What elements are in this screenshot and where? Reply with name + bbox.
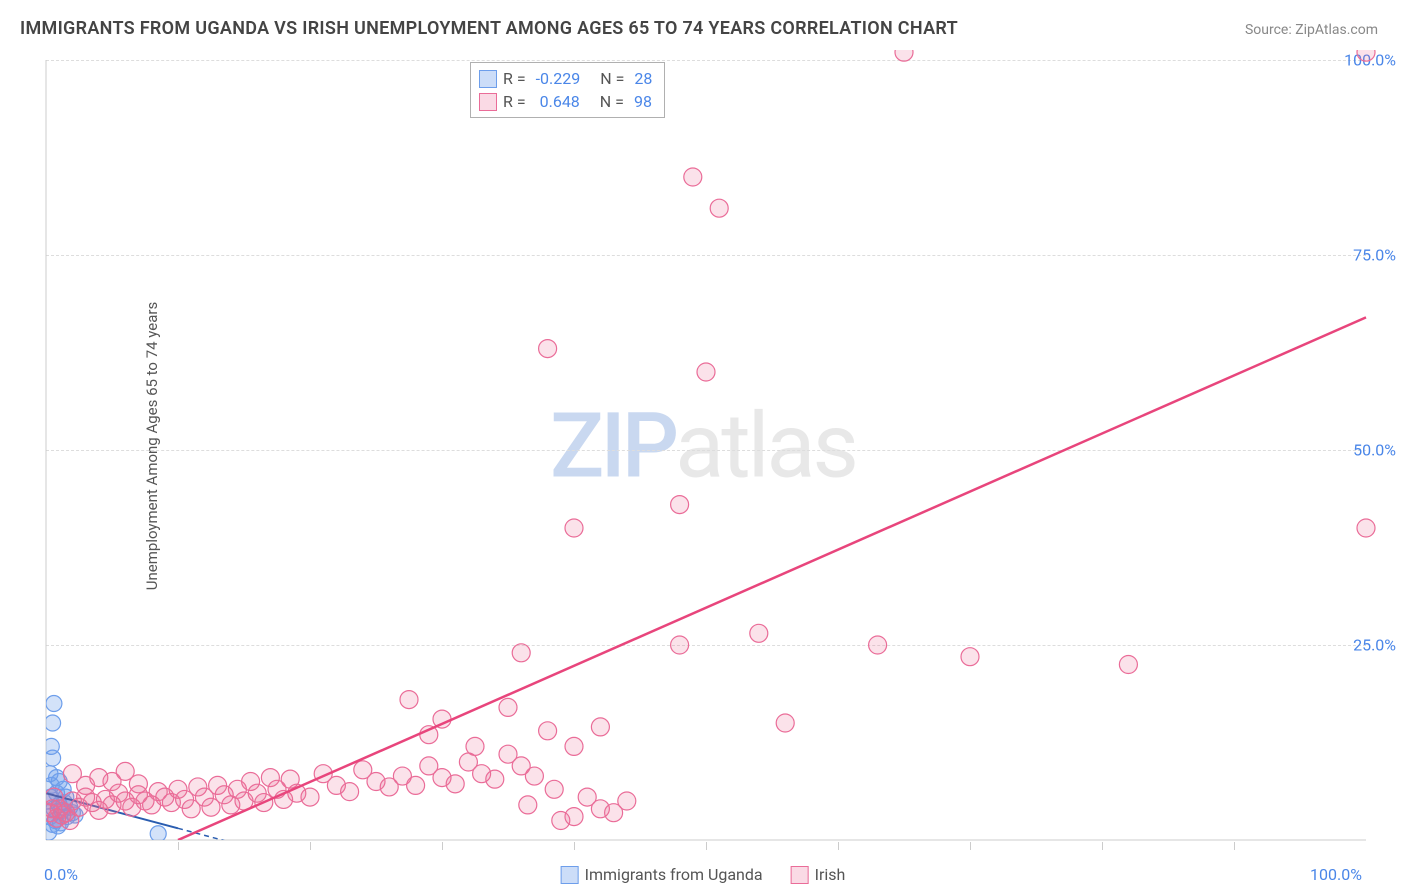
correlation-legend: R = -0.229 N = 28 R = 0.648 N = 98 — [470, 62, 665, 118]
data-point-irish — [671, 496, 689, 514]
r-label-uganda: R = — [503, 69, 526, 88]
data-point-uganda — [45, 750, 61, 766]
r-label-irish: R = — [503, 92, 526, 111]
swatch-uganda-icon — [561, 866, 579, 884]
data-point-irish — [45, 788, 63, 806]
data-point-irish — [512, 644, 530, 662]
data-point-irish — [776, 714, 794, 732]
data-point-uganda — [49, 770, 65, 786]
legend-row-irish: R = 0.648 N = 98 — [479, 90, 652, 113]
data-point-uganda — [45, 715, 61, 731]
n-label-uganda: N = — [600, 69, 624, 88]
r-value-irish: 0.648 — [540, 92, 580, 111]
data-point-uganda — [150, 826, 166, 842]
data-point-irish — [301, 788, 319, 806]
swatch-irish-icon — [791, 866, 809, 884]
trend-line-irish — [178, 317, 1366, 840]
data-point-irish — [552, 812, 570, 830]
data-point-irish — [539, 340, 557, 358]
data-point-irish — [591, 718, 609, 736]
data-point-irish — [545, 780, 563, 798]
bottom-legend-uganda: Immigrants from Uganda — [561, 865, 763, 884]
bottom-legend: Immigrants from Uganda Irish — [561, 865, 846, 884]
data-point-irish — [565, 519, 583, 537]
data-point-irish — [129, 775, 147, 793]
data-point-irish — [869, 636, 887, 654]
data-point-irish — [671, 636, 689, 654]
legend-row-uganda: R = -0.229 N = 28 — [479, 67, 652, 90]
data-point-irish — [446, 775, 464, 793]
swatch-uganda — [479, 70, 497, 88]
data-point-irish — [407, 776, 425, 794]
data-point-irish — [539, 722, 557, 740]
data-point-irish — [341, 783, 359, 801]
data-point-irish — [519, 796, 537, 814]
data-point-irish — [499, 698, 517, 716]
data-point-irish — [486, 770, 504, 788]
data-point-irish — [684, 168, 702, 186]
data-point-irish — [525, 767, 543, 785]
data-point-irish — [1357, 519, 1375, 537]
data-point-irish — [618, 792, 636, 810]
bottom-legend-uganda-label: Immigrants from Uganda — [585, 865, 763, 884]
data-point-irish — [710, 199, 728, 217]
data-point-irish — [750, 624, 768, 642]
data-point-uganda — [46, 696, 62, 712]
n-value-uganda: 28 — [634, 69, 652, 88]
data-point-irish — [697, 363, 715, 381]
swatch-irish — [479, 93, 497, 111]
r-value-uganda: -0.229 — [536, 69, 581, 88]
n-label-irish: N = — [600, 92, 624, 111]
data-point-irish — [466, 737, 484, 755]
data-point-irish — [961, 648, 979, 666]
n-value-irish: 98 — [634, 92, 652, 111]
data-point-irish — [1119, 656, 1137, 674]
bottom-legend-irish-label: Irish — [815, 865, 846, 884]
data-point-irish — [400, 691, 418, 709]
trend-ext-irish — [112, 840, 178, 869]
data-point-irish — [61, 812, 79, 830]
data-point-irish — [565, 737, 583, 755]
bottom-legend-irish: Irish — [791, 865, 846, 884]
data-point-irish — [1357, 43, 1375, 61]
data-point-irish — [895, 43, 913, 61]
scatter-plot — [0, 0, 1406, 892]
